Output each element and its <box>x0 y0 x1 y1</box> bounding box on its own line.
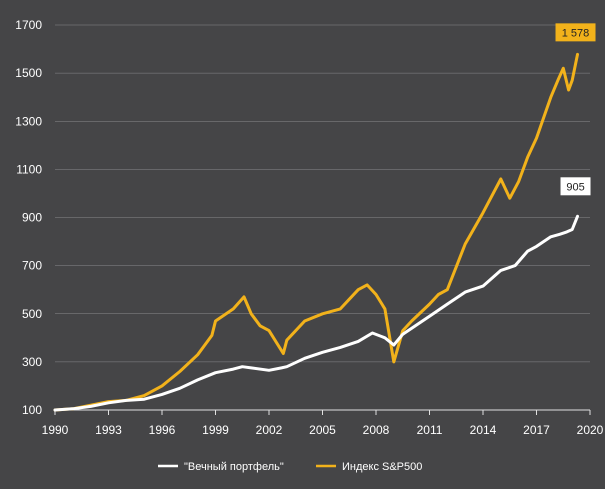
x-tick-label-2017: 2017 <box>523 423 550 437</box>
series-group <box>53 52 579 412</box>
y-tick-label-500: 500 <box>22 307 42 321</box>
y-tick-label-100: 100 <box>22 403 42 417</box>
y-tick-label-300: 300 <box>22 355 42 369</box>
x-tick-label-2005: 2005 <box>309 423 336 437</box>
series-line-sp500 <box>53 52 579 412</box>
x-tick-label-2008: 2008 <box>363 423 390 437</box>
y-tick-label-1700: 1700 <box>15 18 42 32</box>
x-tick-label-1990: 1990 <box>42 423 69 437</box>
y-tick-label-1300: 1300 <box>15 114 42 128</box>
x-tick-label-1993: 1993 <box>95 423 122 437</box>
end-labels: 905 1 578 <box>555 23 596 196</box>
series-line-portfolio <box>53 214 579 412</box>
x-tick-label-1996: 1996 <box>149 423 176 437</box>
x-tick-label-2020: 2020 <box>577 423 604 437</box>
y-tick-label-1500: 1500 <box>15 66 42 80</box>
x-tick-label-2014: 2014 <box>470 423 497 437</box>
legend-label-portfolio: "Вечный портфель" <box>184 461 284 473</box>
legend-label-sp500: Индекс S&P500 <box>342 461 422 473</box>
end-label-box-portfolio <box>560 177 591 196</box>
end-label-sp500: 1 578 <box>562 27 590 39</box>
x-tick-label-1999: 1999 <box>202 423 229 437</box>
legend: "Вечный портфель" Индекс S&P500 <box>158 461 422 473</box>
y-tick-label-700: 700 <box>22 259 42 273</box>
y-axis: 100 300 500 700 900 1100 1300 1500 1700 <box>15 18 42 417</box>
x-tick-label-2002: 2002 <box>256 423 283 437</box>
x-tick-label-2011: 2011 <box>417 423 443 437</box>
end-label-box-sp500 <box>555 23 596 42</box>
end-label-portfolio: 905 <box>566 181 584 193</box>
y-tick-label-1100: 1100 <box>16 162 42 176</box>
y-tick-label-900: 900 <box>22 211 42 225</box>
x-axis: 1990 1993 1996 1999 2002 2005 2008 2011 2014 2017… <box>42 409 604 437</box>
